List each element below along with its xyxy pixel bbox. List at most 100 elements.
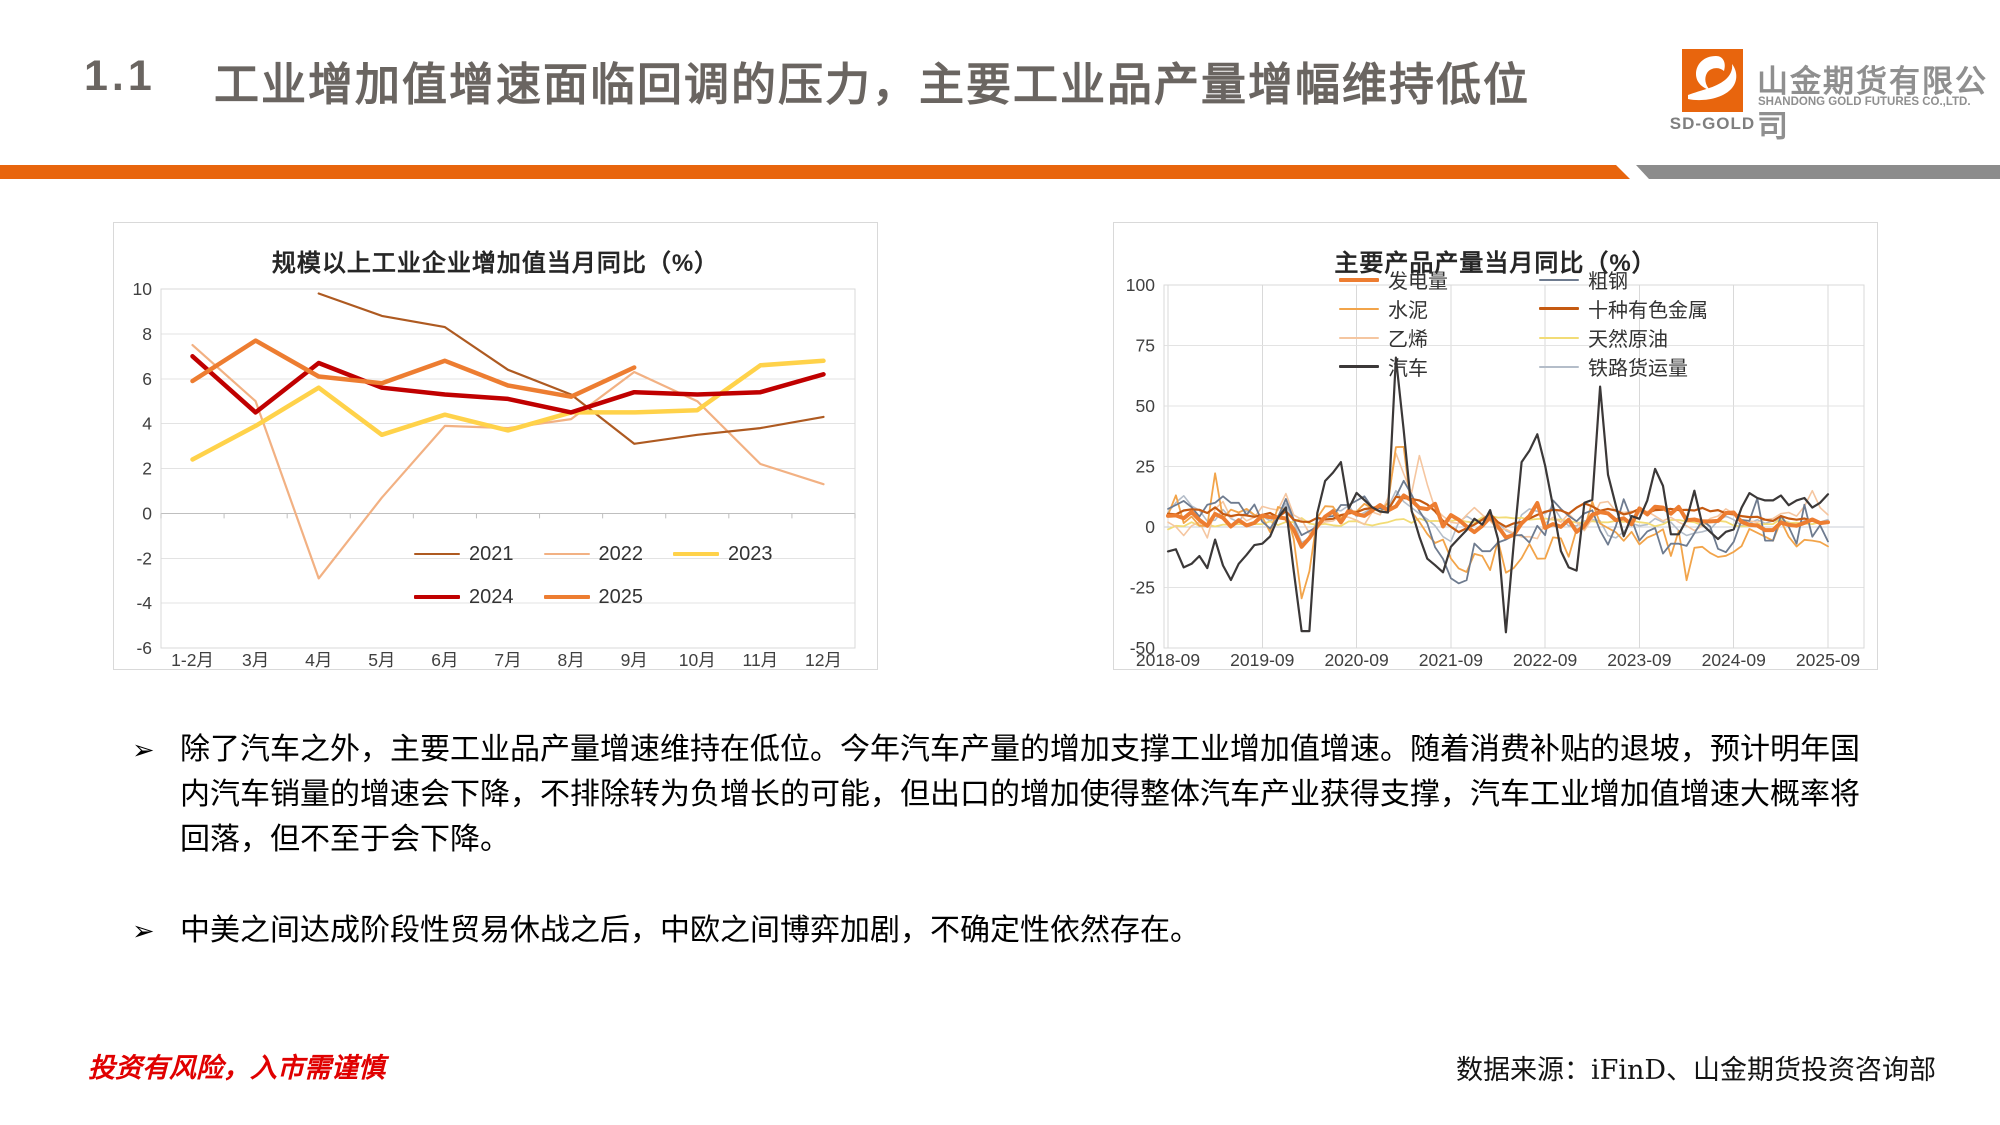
x-tick-label: 2023-09 [1607, 650, 1671, 669]
section-number: 1.1 [84, 52, 156, 100]
legend-line-swatch [414, 594, 460, 600]
legend-line-swatch [1539, 278, 1579, 281]
legend-label: 水泥 [1388, 300, 1428, 322]
legend-line-swatch [1539, 336, 1579, 339]
x-tick-label: 8月 [557, 650, 584, 669]
legend-item: 2024 [414, 584, 544, 610]
legend-item: 天然原油 [1539, 323, 1708, 352]
x-tick-label: 11月 [743, 650, 779, 669]
x-tick-label: 3月 [242, 650, 269, 669]
series-line [190, 354, 826, 415]
legend-item: 2021 [414, 541, 544, 567]
y-tick-label: 8 [142, 324, 152, 344]
legend-column: 发电量水泥乙烯 汽车 [1339, 265, 1539, 381]
legend-line-swatch [1339, 365, 1379, 368]
bullet-text: 除了汽车之外，主要工业品产量增速维持在低位。今年汽车产量的增加支撑工业增加值增速… [180, 732, 1860, 857]
x-tick-label: 2024-09 [1702, 650, 1766, 669]
legend-item: 乙烯 [1339, 323, 1539, 352]
y-tick-label: -2 [136, 548, 152, 568]
y-tick-label: 25 [1136, 457, 1155, 477]
gridlines: -50 -25 0 25 50 75 100 [1126, 275, 1865, 658]
y-tick-label: 4 [142, 414, 152, 434]
legend-line-swatch [1339, 336, 1379, 339]
series-line [190, 338, 637, 399]
legend-line-swatch [1539, 307, 1579, 310]
series-line [1166, 356, 1830, 634]
y-tick-label: -25 [1130, 578, 1155, 598]
y-tick-label: 75 [1136, 336, 1155, 356]
legend-item: 铁路货运量 [1539, 352, 1708, 381]
chart-legend: 2021 2022 2023 2024 2025 [414, 541, 803, 610]
industrial-value-added-chart: -6 -4 -2 0 2 4 6 8 10 1-2月 3月 4月 5月 6月 7月 8月 9月 10月 11月 12月 [133, 279, 856, 669]
y-tick-label: 6 [142, 369, 152, 389]
y-tick-label: 50 [1136, 396, 1156, 416]
legend-label: 2022 [598, 542, 644, 565]
risk-disclaimer: 投资有风险，入市需谨慎 [88, 1053, 385, 1084]
legend-item: 汽车 [1339, 352, 1539, 381]
series-line [1167, 479, 1829, 585]
legend-label: 天然原油 [1588, 329, 1668, 351]
y-tick-label: 0 [142, 503, 152, 523]
legend-row: 2021 2022 2023 [414, 541, 803, 567]
legend-label: 十种有色金属 [1588, 300, 1708, 322]
data-source: 数据来源：iFinD、山金期货投资咨询部 [1455, 1055, 1936, 1086]
x-tick-label: 5月 [368, 650, 395, 669]
bullet-item: ➢ 中美之间达成阶段性贸易休战之后，中欧之间博弈加剧，不确定性依然存在。 [132, 908, 1884, 953]
y-tick-label: -4 [136, 593, 152, 613]
legend-item: 发电量 [1339, 265, 1539, 294]
y-tick-label: 10 [133, 279, 153, 299]
legend-label: 铁路货运量 [1588, 358, 1688, 380]
y-tick-label: 100 [1126, 275, 1155, 295]
x-tick-label: 4月 [305, 650, 332, 669]
legend-line-swatch [543, 552, 590, 556]
legend-item: 2023 [673, 541, 803, 567]
x-tick-label: 1-2月 [171, 650, 214, 669]
chart-title: 规模以上工业企业增加值当月同比（%） [271, 250, 720, 277]
legend-line-swatch [1339, 277, 1379, 282]
sd-gold-wave-icon [1688, 56, 1737, 101]
x-tick-label: 10月 [679, 650, 716, 669]
legend-label: 2025 [598, 585, 644, 608]
legend-row: 2024 2025 [414, 584, 803, 610]
page-title: 工业增加值增速面临回调的压力，主要工业品产量增幅维持低位 [214, 59, 1531, 110]
legend-label: 2023 [728, 542, 773, 565]
company-name-cn: 山金期货有限公司 [1757, 64, 1988, 144]
logo-text: SD-GOLD [1669, 114, 1756, 133]
bullet-text: 中美之间达成阶段性贸易休战之后，中欧之间博弈加剧，不确定性依然存在。 [180, 913, 1200, 948]
bullet-list: ➢ 除了汽车之外，主要工业品产量增速维持在低位。今年汽车产量的增加支撑工业增加值… [132, 727, 1884, 999]
x-tick-label: 12月 [805, 650, 842, 669]
x-tick-label: 2018-09 [1136, 650, 1200, 669]
series-line [190, 358, 826, 462]
y-tick-label: -50 [1130, 638, 1156, 658]
y-tick-label: 2 [142, 459, 152, 479]
y-tick-label: 0 [1145, 517, 1155, 537]
chart-title: 主要产品产量当月同比（%） [1334, 250, 1657, 277]
arrow-bullet-icon: ➢ [132, 916, 155, 947]
x-tick-label: 2020-09 [1324, 650, 1388, 669]
x-tick-label: 6月 [431, 650, 458, 669]
gray-divider [1636, 165, 2000, 179]
legend-label: 乙烯 [1388, 329, 1428, 351]
x-tick-label: 2019-09 [1230, 650, 1294, 669]
x-tick-label: 9月 [621, 650, 648, 669]
accent-divider [0, 165, 1630, 179]
legend-line-swatch [543, 594, 590, 600]
x-tick-label: 2021-09 [1419, 650, 1483, 669]
x-tick-label: 2025-09 [1796, 650, 1860, 669]
x-axis: 1-2月 3月 4月 5月 6月 7月 8月 9月 10月 11月 12月 [160, 513, 856, 669]
company-name-en: SHANDONG GOLD FUTURES CO.,LTD. [1758, 96, 1971, 108]
legend-item: 粗钢 [1539, 265, 1708, 294]
legend-line-swatch [1339, 307, 1379, 310]
product-output-chart: 2018-09 2019-09 2020-09 2021-09 2022-09 2023-… [1126, 275, 1865, 669]
legend-label: 2021 [469, 542, 514, 565]
legend-item: 2025 [543, 584, 674, 610]
series-line [317, 292, 825, 445]
legend-item: 2022 [543, 541, 674, 567]
gridlines: -6 -4 -2 0 2 4 6 8 10 [133, 279, 856, 658]
legend-item: 水泥 [1339, 294, 1539, 323]
legend-line-swatch [1539, 365, 1579, 368]
company-logo [1682, 49, 1743, 112]
chart-card-industrial-value-added: -6 -4 -2 0 2 4 6 8 10 1-2月 3月 4月 5月 6月 7月 8月 9月 10月 11月 12月… [113, 222, 878, 670]
legend-label: 2024 [469, 585, 514, 608]
